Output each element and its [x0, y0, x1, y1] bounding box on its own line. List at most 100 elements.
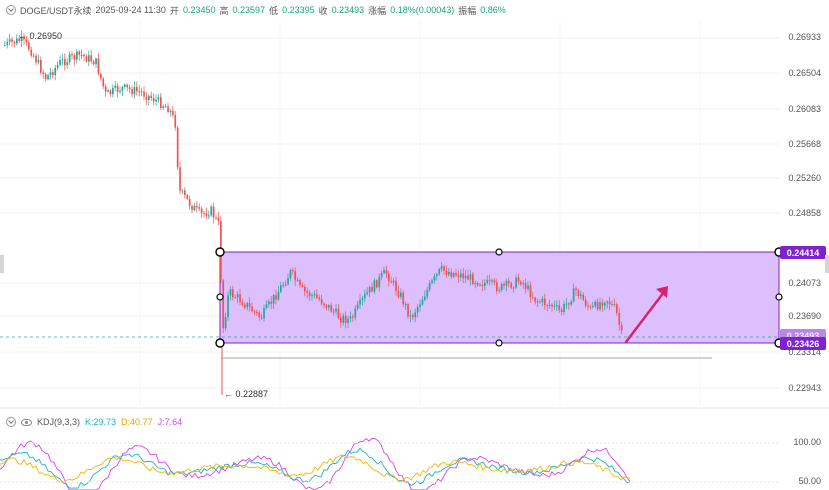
- candle-body: [335, 308, 337, 312]
- candle-body: [229, 289, 232, 296]
- handle-mid-right[interactable]: [775, 293, 783, 301]
- candle-body: [548, 304, 551, 306]
- candle-body: [16, 38, 18, 44]
- candlesticks: [4, 30, 623, 335]
- candle-body: [359, 299, 361, 305]
- candle-body: [486, 279, 489, 283]
- candle-body: [505, 280, 508, 286]
- candle-body: [181, 190, 184, 192]
- candle-body: [361, 298, 364, 300]
- candle-body: [587, 305, 589, 307]
- candle-body: [448, 272, 450, 275]
- kdj-axis-label: 100.00: [793, 437, 821, 447]
- candle-body: [227, 295, 229, 317]
- price-axis-label: 0.26083: [788, 104, 821, 114]
- price-axis-label: 0.26504: [788, 68, 821, 78]
- candle-body: [546, 305, 549, 307]
- handle-bottom-left[interactable]: [215, 338, 225, 348]
- candle-body: [148, 95, 150, 100]
- candle-body: [582, 294, 585, 300]
- candle-body: [294, 271, 297, 281]
- candle-body: [613, 303, 616, 305]
- candle-body: [47, 75, 49, 80]
- collapse-chevron-icon[interactable]: [6, 5, 16, 15]
- candle-body: [431, 280, 433, 283]
- candle-body: [32, 55, 35, 57]
- candle-body: [299, 280, 301, 285]
- candle-body: [558, 305, 561, 310]
- candle-body: [248, 303, 251, 307]
- candle-body: [474, 282, 477, 285]
- high-annotation-value: 0.26950: [29, 31, 63, 41]
- candle-body: [205, 213, 208, 217]
- candle-body: [464, 275, 467, 279]
- candle-body: [52, 72, 54, 76]
- candle-body: [520, 281, 522, 285]
- handle-top-mid[interactable]: [495, 248, 503, 256]
- candle-body: [83, 54, 85, 57]
- price-axis-label: 0.22943: [788, 383, 821, 393]
- candle-body: [256, 311, 258, 313]
- price-axis-label: 0.24858: [788, 208, 821, 218]
- close-value: 0.23493: [331, 5, 365, 15]
- left-scroll-handle[interactable]: [0, 255, 4, 273]
- amplitude-value: 0.86%: [480, 5, 506, 15]
- right-scroll-handle[interactable]: [825, 255, 829, 273]
- candle-body: [510, 283, 513, 288]
- candle-body: [107, 90, 109, 92]
- candle-body: [332, 311, 335, 313]
- candle-body: [539, 301, 541, 303]
- candle-body: [25, 39, 28, 43]
- candle-body: [49, 72, 52, 76]
- candle-body: [402, 292, 405, 305]
- candle-body: [500, 283, 503, 291]
- candle-body: [556, 305, 558, 307]
- kdj-title[interactable]: KDJ(9,3,3): [37, 417, 81, 427]
- candle-body: [222, 280, 225, 329]
- handle-bottom-mid[interactable]: [495, 339, 503, 347]
- up-arrow[interactable]: [624, 286, 668, 344]
- candle-body: [169, 110, 172, 113]
- candle-body: [136, 86, 138, 92]
- price-axis-label: 0.24073: [788, 278, 821, 288]
- candle-body: [174, 115, 177, 128]
- candle-body: [215, 217, 217, 219]
- candle-body: [440, 266, 443, 270]
- candle-body: [78, 51, 81, 55]
- candle-body: [18, 38, 21, 42]
- candle-body: [114, 85, 117, 88]
- price-axis-label: 0.23690: [788, 311, 821, 321]
- collapse-chevron-icon[interactable]: [6, 417, 16, 427]
- candle-body: [498, 290, 501, 292]
- candle-body: [119, 90, 121, 92]
- eye-icon[interactable]: [21, 418, 32, 426]
- candle-body: [438, 269, 441, 275]
- handle-mid-left[interactable]: [216, 293, 224, 301]
- candle-body: [131, 89, 133, 95]
- candle-body: [565, 303, 568, 305]
- handle-top-left[interactable]: [215, 247, 225, 257]
- candle-body: [481, 284, 484, 286]
- candle-body: [414, 312, 417, 318]
- candle-body: [419, 304, 421, 307]
- candle-body: [606, 301, 609, 303]
- candle-body: [563, 304, 565, 313]
- candle-body: [208, 215, 210, 217]
- low-value: 0.23395: [282, 5, 315, 15]
- range-box[interactable]: [219, 251, 780, 344]
- candle-body: [143, 91, 145, 97]
- candle-body: [109, 90, 112, 95]
- candle-body: [620, 325, 623, 331]
- candle-body: [301, 284, 304, 287]
- candle-body: [260, 317, 263, 319]
- candle-body: [443, 266, 445, 271]
- candle-body: [584, 299, 587, 306]
- open-value: 0.23450: [182, 5, 216, 15]
- candle-body: [397, 290, 400, 297]
- candle-body: [212, 206, 215, 218]
- candle-body: [551, 304, 553, 307]
- price-axis-label: 0.26933: [788, 32, 821, 42]
- kdj-d-value: D:40.77: [121, 417, 153, 427]
- symbol-label[interactable]: DOGE/USDT永续: [20, 5, 92, 16]
